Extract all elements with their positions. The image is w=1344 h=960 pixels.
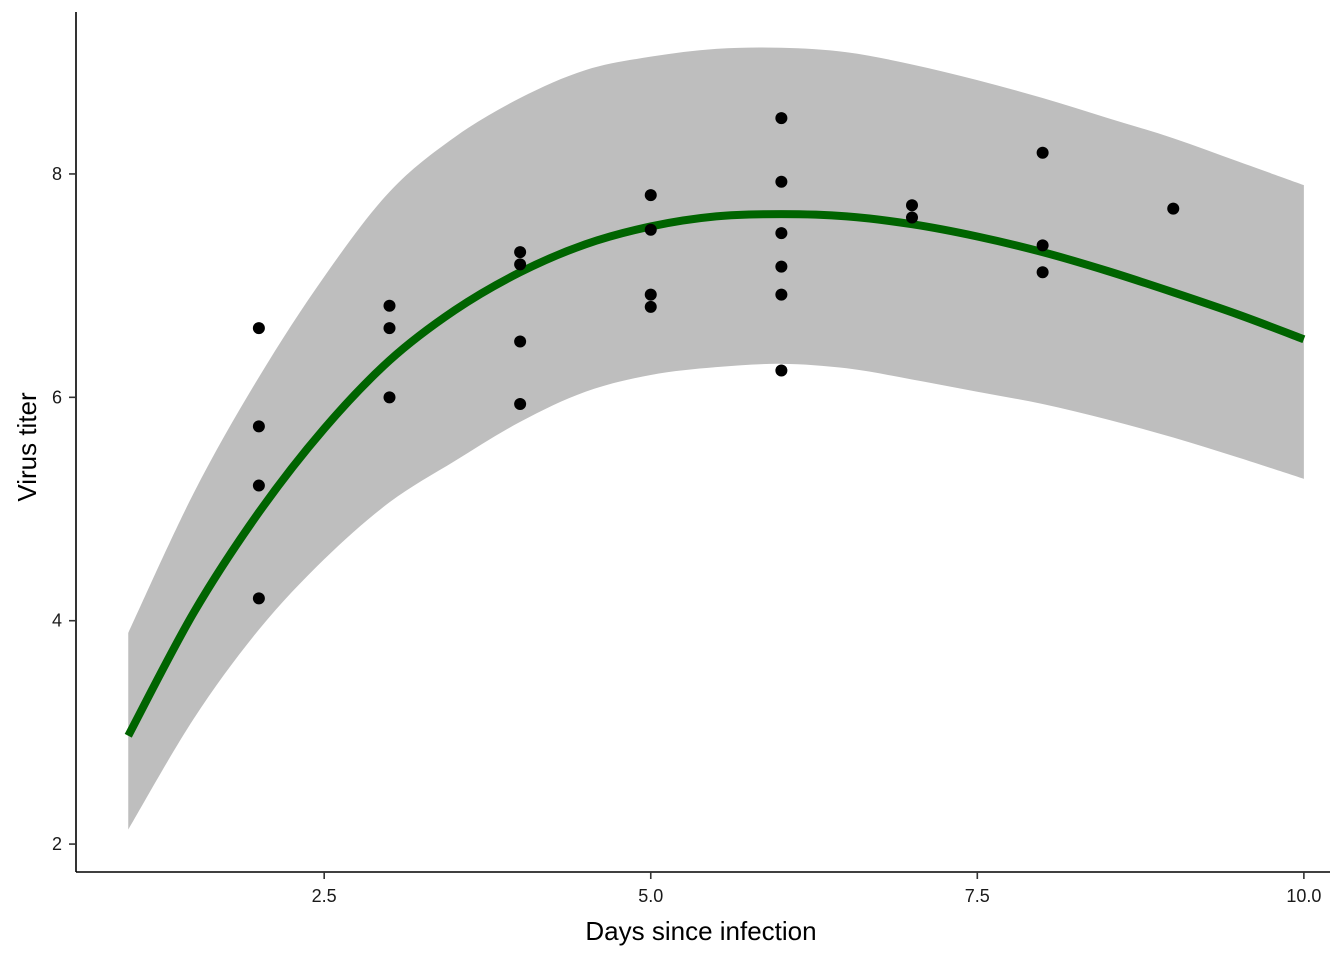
data-point bbox=[1036, 239, 1049, 252]
data-point bbox=[775, 364, 788, 377]
data-point bbox=[514, 246, 527, 259]
y-axis-title: Virus titer bbox=[12, 392, 42, 502]
x-tick-label: 2.5 bbox=[312, 886, 337, 906]
data-point bbox=[775, 260, 788, 273]
data-point bbox=[644, 300, 657, 313]
data-point bbox=[644, 288, 657, 301]
data-point bbox=[775, 227, 788, 240]
x-tick-label: 5.0 bbox=[638, 886, 663, 906]
fit-line bbox=[124, 210, 1306, 738]
data-point bbox=[383, 299, 396, 312]
x-axis-title: Days since infection bbox=[585, 916, 816, 946]
data-point bbox=[1036, 146, 1049, 159]
x-tick-label: 10.0 bbox=[1286, 886, 1321, 906]
data-point bbox=[514, 258, 527, 271]
data-point bbox=[775, 175, 788, 188]
ticks-layer: 2.5 5.0 7.5 10.0 2 4 6 8 bbox=[52, 164, 1321, 906]
data-point bbox=[514, 335, 527, 348]
data-point bbox=[1167, 202, 1180, 215]
data-point bbox=[252, 479, 265, 492]
x-tick-label: 7.5 bbox=[965, 886, 990, 906]
data-point bbox=[775, 288, 788, 301]
y-tick-label: 4 bbox=[52, 611, 62, 631]
data-point bbox=[252, 592, 265, 605]
y-tick-label: 2 bbox=[52, 834, 62, 854]
y-tick-label: 8 bbox=[52, 164, 62, 184]
data-point bbox=[906, 199, 918, 212]
data-point bbox=[644, 223, 657, 236]
data-point bbox=[383, 391, 396, 404]
data-point bbox=[1036, 266, 1049, 279]
y-tick-label: 6 bbox=[52, 387, 62, 407]
data-point bbox=[514, 398, 527, 411]
confidence-band bbox=[128, 47, 1304, 830]
data-point bbox=[906, 211, 918, 224]
data-point bbox=[383, 322, 396, 335]
fit-line-layer bbox=[124, 210, 1306, 738]
axes-layer bbox=[75, 12, 1330, 873]
data-points-layer bbox=[252, 112, 1180, 605]
data-point bbox=[252, 420, 265, 433]
data-point bbox=[644, 189, 657, 202]
data-point bbox=[252, 322, 265, 335]
data-point bbox=[775, 112, 788, 125]
confidence-band-layer bbox=[128, 47, 1304, 830]
